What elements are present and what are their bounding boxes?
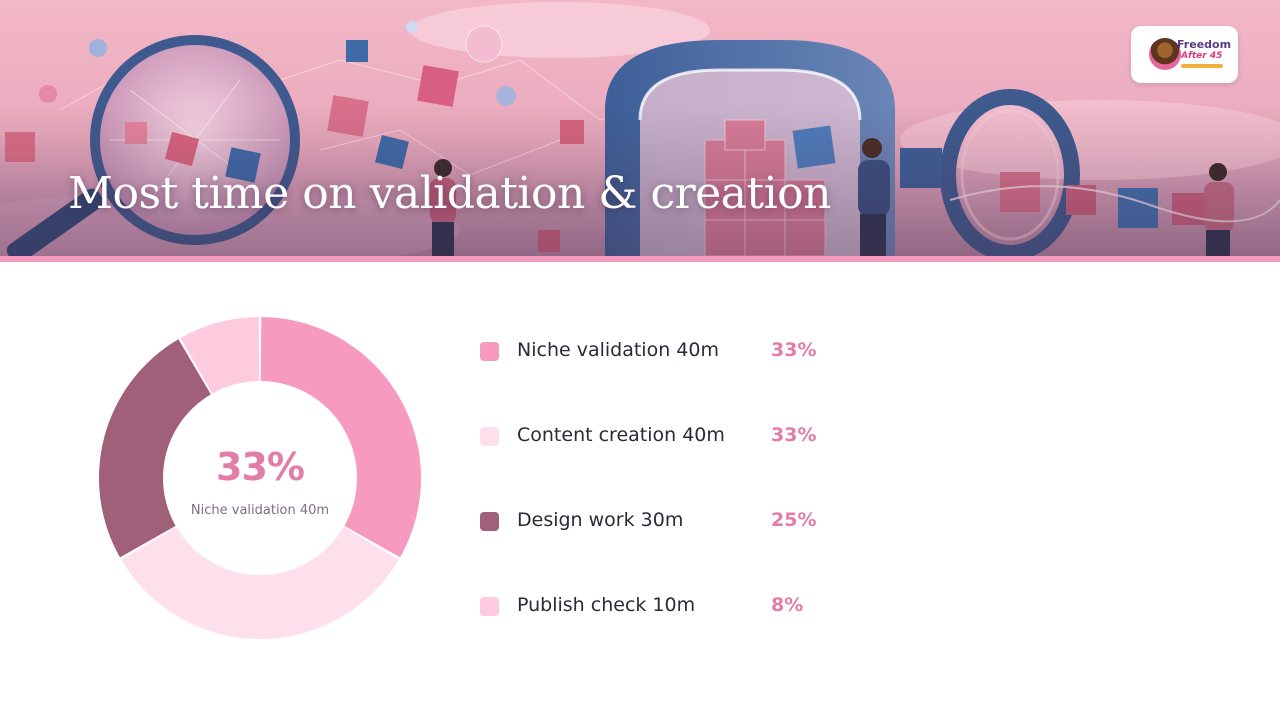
legend-percent: 33% [771,424,817,446]
legend-percent: 33% [771,339,817,361]
donut-center-value: 33% [216,445,305,489]
legend-label: Design work 30m [517,509,684,531]
header-banner: Most time on validation & creation [0,0,1280,256]
legend-label: Publish check 10m [517,594,696,616]
banner-illustration [0,0,1280,256]
legend-item: Publish check 10m 8% [480,592,880,622]
legend-label: Content creation 40m [517,424,725,446]
header-divider [0,256,1280,262]
legend-item: Content creation 40m 33% [480,422,880,452]
logo-ribbon [1181,64,1223,68]
legend-swatch [480,427,499,446]
legend-swatch [480,597,499,616]
legend-swatch [480,512,499,531]
legend-percent: 8% [771,594,804,616]
brand-logo: Freedom After 45 [1131,26,1238,83]
legend-item: Niche validation 40m 33% [480,337,880,367]
logo-avatar-icon [1149,38,1181,70]
legend-percent: 25% [771,509,817,531]
legend-swatch [480,342,499,361]
donut-center-label: Niche validation 40m [190,503,330,518]
logo-line2: After 45 [1181,51,1223,61]
logo-line1: Freedom [1177,38,1232,51]
donut-chart [99,317,421,639]
legend-label: Niche validation 40m [517,339,719,361]
donut-slice-4 [180,317,260,394]
donut-slice-2 [121,527,399,639]
donut-slice-3 [99,339,211,558]
donut-slice-1 [260,317,421,558]
slide-title: Most time on validation & creation [68,168,832,219]
legend-item: Design work 30m 25% [480,507,880,537]
